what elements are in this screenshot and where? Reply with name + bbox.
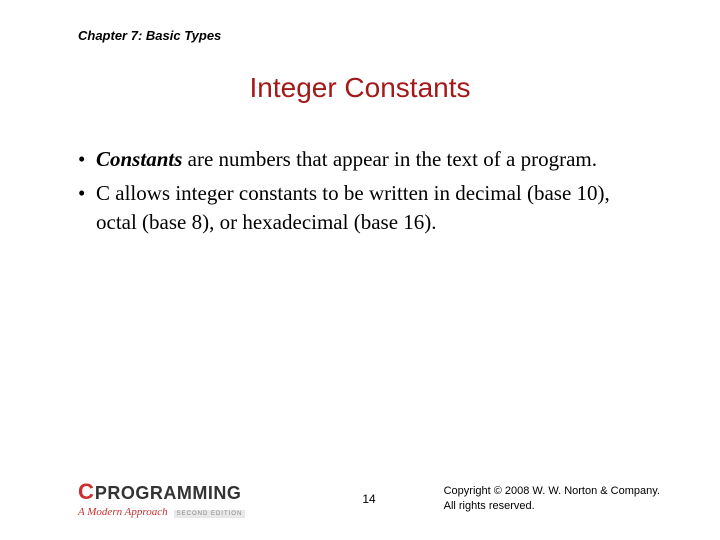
bullet-bold-lead: Constants	[96, 147, 182, 171]
bullet-text: Constants are numbers that appear in the…	[96, 145, 650, 173]
page-number: 14	[362, 492, 375, 506]
logo-edition-text: SECOND EDITION	[174, 510, 246, 518]
bullet-item: • C allows integer constants to be writt…	[78, 179, 650, 236]
slide-title: Integer Constants	[0, 72, 720, 104]
copyright-line-1: Copyright © 2008 W. W. Norton & Company.	[444, 484, 660, 498]
logo-top-row: C PROGRAMMING	[78, 479, 245, 505]
logo-approach-text: A Modern Approach	[78, 506, 168, 518]
bullet-marker: •	[78, 179, 96, 207]
bullet-marker: •	[78, 145, 96, 173]
bullet-rest: C allows integer constants to be written…	[96, 181, 610, 233]
logo-c-letter: C	[78, 479, 93, 505]
bullet-rest: are numbers that appear in the text of a…	[182, 147, 597, 171]
content-area: • Constants are numbers that appear in t…	[78, 145, 650, 242]
logo-programming-text: PROGRAMMING	[95, 483, 242, 504]
copyright-block: Copyright © 2008 W. W. Norton & Company.…	[444, 484, 660, 513]
copyright-line-2: All rights reserved.	[444, 499, 660, 513]
logo-sub-row: A Modern Approach SECOND EDITION	[78, 506, 245, 518]
chapter-heading: Chapter 7: Basic Types	[78, 28, 221, 43]
bullet-text: C allows integer constants to be written…	[96, 179, 650, 236]
footer: C PROGRAMMING A Modern Approach SECOND E…	[78, 479, 660, 518]
book-logo: C PROGRAMMING A Modern Approach SECOND E…	[78, 479, 245, 518]
bullet-item: • Constants are numbers that appear in t…	[78, 145, 650, 173]
